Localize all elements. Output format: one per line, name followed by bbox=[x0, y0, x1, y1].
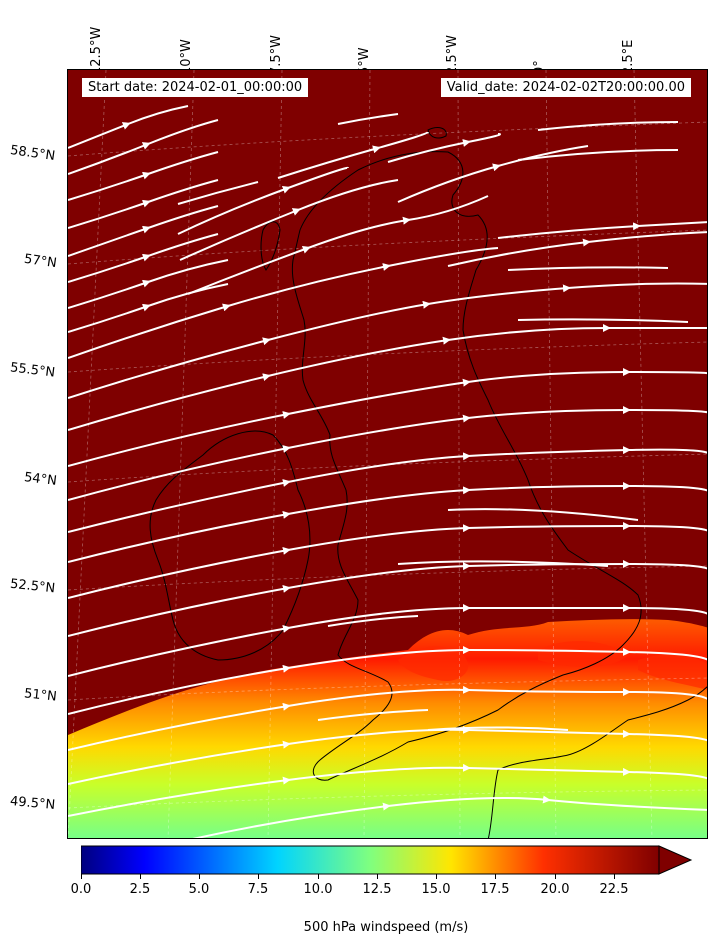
colorbar-tick-5 bbox=[377, 874, 378, 879]
colorbar-tick-6 bbox=[436, 874, 437, 879]
colorbar-tick-8 bbox=[555, 874, 556, 879]
colorbar-tick-4 bbox=[318, 874, 319, 879]
colorbar-tick-2 bbox=[199, 874, 200, 879]
france-coast bbox=[487, 686, 707, 838]
colorbar-tick-label-9: 22.5 bbox=[599, 882, 629, 897]
colorbar-tick-label-4: 10.0 bbox=[303, 882, 333, 897]
colorbar-tick-label-5: 12.5 bbox=[362, 882, 392, 897]
colorbar-tick-label-3: 7.5 bbox=[247, 882, 269, 897]
lat-label-58-5n: 58.5°N bbox=[9, 142, 56, 165]
lat-label-54n: 54°N bbox=[23, 470, 58, 489]
colorbar-tick-label-1: 2.5 bbox=[129, 882, 151, 897]
valid-date-label: Valid_date: 2024-02-02T20:00:00.00 bbox=[440, 78, 691, 97]
lat-label-57n: 57°N bbox=[23, 251, 58, 272]
colorbar-extend-arrow bbox=[658, 845, 693, 875]
colorbar-tick-1 bbox=[140, 874, 141, 879]
colorbar-tick-label-8: 20.0 bbox=[540, 882, 570, 897]
colorbar-gradient bbox=[81, 845, 660, 875]
colorbar-tick-0 bbox=[81, 874, 82, 879]
lat-label-55-5n: 55.5°N bbox=[9, 360, 56, 381]
colorbar-tick-label-6: 15.0 bbox=[421, 882, 451, 897]
colorbar-tick-3 bbox=[258, 874, 259, 879]
wind-map: Start date: 2024-02-01_00:00:00 Valid_da… bbox=[67, 69, 708, 839]
start-date-label: Start date: 2024-02-01_00:00:00 bbox=[82, 78, 309, 97]
colorbar bbox=[81, 845, 693, 875]
wind-streamlines bbox=[68, 105, 707, 838]
orkney-coast bbox=[427, 127, 447, 139]
colorbar-tick-label-2: 5.0 bbox=[188, 882, 210, 897]
lat-label-51n: 51°N bbox=[23, 686, 58, 705]
colorbar-tick-label-0: 0.0 bbox=[70, 882, 92, 897]
lon-label-12-5w: 12.5°W bbox=[89, 26, 104, 75]
colorbar-tick-label-7: 17.5 bbox=[480, 882, 510, 897]
wind-map-svg bbox=[68, 70, 707, 838]
lat-label-52-5n: 52.5°N bbox=[9, 576, 56, 597]
colorbar-tick-7 bbox=[495, 874, 496, 879]
colorbar-title: 500 hPa windspeed (m/s) bbox=[303, 920, 469, 935]
lat-label-49-5n: 49.5°N bbox=[9, 794, 56, 813]
outer-hebrides-coast bbox=[260, 221, 281, 271]
colorbar-tick-9 bbox=[614, 874, 615, 879]
